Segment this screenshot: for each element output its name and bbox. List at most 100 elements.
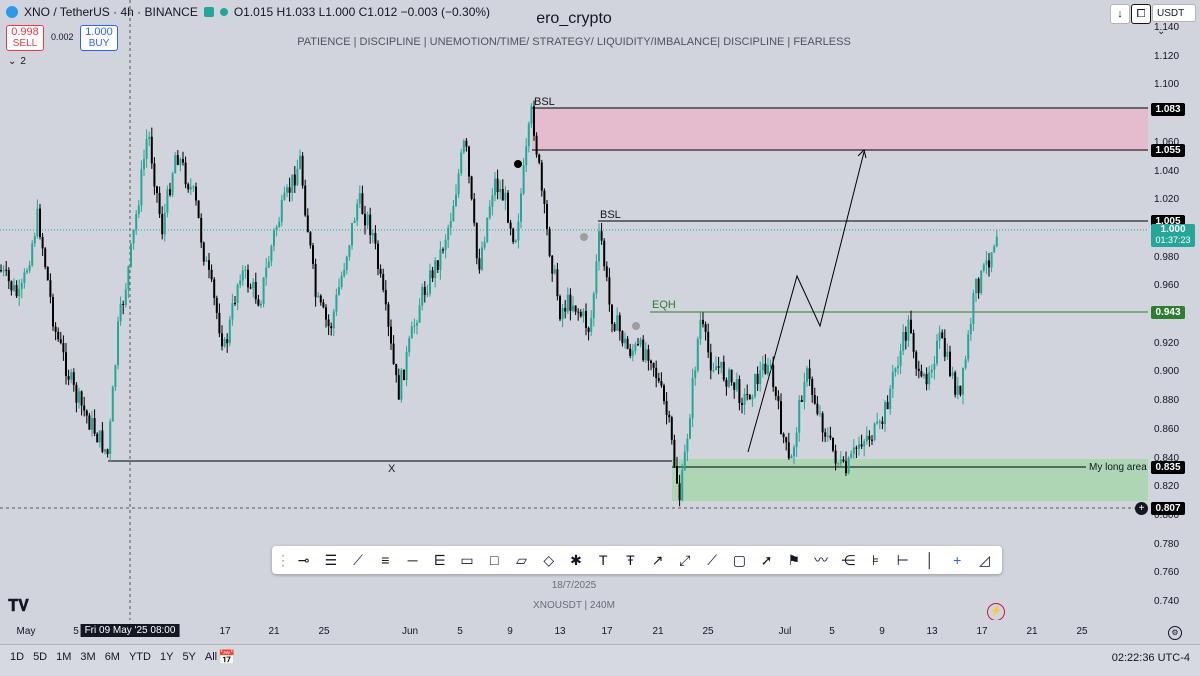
- candle-body: [36, 208, 39, 237]
- camera-icon[interactable]: ⧠: [1131, 4, 1151, 24]
- candle-body: [286, 187, 288, 193]
- x-label: X: [388, 463, 396, 475]
- candle-body: [366, 214, 369, 226]
- candlestick-chart[interactable]: [0, 0, 1148, 620]
- brush-icon[interactable]: ▱: [516, 552, 527, 568]
- range-button-ytd[interactable]: YTD: [128, 651, 151, 663]
- trend-line-icon[interactable]: ⟋: [353, 552, 363, 568]
- horizontal-ray-icon[interactable]: ⊸: [297, 552, 310, 568]
- symbol-title[interactable]: XNO / TetherUS · 4h · BINANCE: [24, 5, 198, 19]
- range-button-3m[interactable]: 3M: [80, 651, 96, 663]
- candle-body: [806, 368, 808, 382]
- price-note-icon[interactable]: ⊧: [871, 552, 880, 568]
- candle-body: [91, 417, 93, 430]
- candle-body: [418, 305, 421, 323]
- price-tick: 0.780: [1154, 538, 1180, 550]
- chart-pane[interactable]: BSL BSL EQH X My long area XNO / TetherU…: [0, 0, 1148, 620]
- indicators-toggle[interactable]: ⌄ 2: [8, 56, 26, 67]
- price-tick: 0.800: [1154, 509, 1180, 521]
- fib-channel-icon[interactable]: ⋿: [433, 552, 446, 568]
- candle-body: [995, 236, 998, 247]
- measure-icon[interactable]: ◿: [979, 552, 990, 568]
- candle-body: [13, 285, 15, 291]
- candle-body: [163, 212, 166, 235]
- candle-body: [210, 269, 213, 280]
- price-tick: 0.920: [1154, 337, 1180, 349]
- arrow-marker-icon[interactable]: ↗: [651, 552, 664, 568]
- candle-body: [904, 332, 907, 341]
- candle-body: [936, 340, 938, 364]
- candle-body: [343, 269, 346, 276]
- candle-body: [231, 303, 234, 320]
- candle-body: [158, 192, 161, 215]
- parallel-channel-icon[interactable]: ☰: [324, 552, 338, 568]
- candle-body: [7, 270, 10, 282]
- candle-body: [761, 363, 764, 371]
- settings-gear-icon[interactable]: ⚙: [1168, 626, 1182, 640]
- candle-body: [93, 417, 96, 434]
- candle-body: [431, 270, 434, 279]
- callout-icon[interactable]: ▭: [460, 552, 474, 568]
- bsl-label-top: BSL: [534, 96, 555, 108]
- candle-body: [546, 203, 548, 229]
- vertical-line-icon[interactable]: │: [925, 552, 935, 568]
- date-range-icon[interactable]: ⊢: [896, 552, 909, 568]
- flag-icon[interactable]: ⚑: [787, 552, 801, 568]
- time-axis[interactable]: May 5 Fri 09 May '25 08:00 17 21 25 Jun 5 9 13 17 2…: [0, 620, 1148, 644]
- sell-button[interactable]: 0.998 SELL: [6, 25, 44, 51]
- candle-body: [460, 152, 463, 174]
- path-icon[interactable]: 〰: [814, 552, 829, 568]
- currency-select[interactable]: USDT ⌄: [1152, 4, 1196, 37]
- range-button-1d[interactable]: 1D: [10, 651, 25, 663]
- range-button-1m[interactable]: 1M: [56, 651, 72, 663]
- comment-icon[interactable]: ▢: [732, 552, 746, 568]
- candle-body: [208, 260, 210, 270]
- pitchfork-icon[interactable]: ⋲: [841, 552, 856, 568]
- time-tick: 25: [1076, 626, 1088, 637]
- extended-line-icon[interactable]: ⤢: [679, 552, 691, 568]
- candle-body: [574, 305, 577, 312]
- candle-body: [41, 236, 44, 249]
- long-position-icon[interactable]: ✱: [570, 552, 582, 568]
- candle-body: [28, 265, 31, 271]
- candle-body: [847, 457, 850, 474]
- fib-retracement-icon[interactable]: ≡: [381, 552, 390, 568]
- candle-body: [980, 270, 983, 294]
- candle-body: [990, 252, 993, 268]
- text-icon[interactable]: T: [598, 552, 608, 568]
- candle-body: [907, 319, 910, 341]
- chevron-down-icon: ⌄: [1157, 26, 1166, 37]
- alert-icon[interactable]: [514, 160, 522, 168]
- range-button-all[interactable]: All: [204, 651, 218, 663]
- tradingview-logo-icon[interactable]: 𝐓𝐕: [8, 598, 29, 615]
- candle-body: [205, 260, 208, 262]
- range-button-5y[interactable]: 5Y: [182, 651, 196, 663]
- drag-handle-icon[interactable]: ⋮: [276, 552, 290, 568]
- rectangle-icon[interactable]: □: [490, 552, 499, 568]
- arrow-icon[interactable]: ➚: [760, 552, 773, 568]
- candle-body: [80, 391, 83, 406]
- horizontal-line-icon[interactable]: ─: [407, 552, 418, 568]
- price-tick: 1.100: [1154, 79, 1180, 91]
- range-button-5d[interactable]: 5D: [33, 651, 48, 663]
- ray-icon[interactable]: ⟋: [707, 552, 718, 568]
- candle-body: [20, 283, 23, 289]
- candle-body: [644, 349, 647, 361]
- add-alert-icon[interactable]: +: [1135, 502, 1148, 515]
- lightning-icon[interactable]: ⚡: [987, 603, 1005, 620]
- date-range-calendar-icon[interactable]: 📅: [218, 649, 236, 665]
- time-tick: 25: [702, 626, 714, 637]
- buy-button[interactable]: 1.000 BUY: [80, 25, 118, 51]
- candle-body: [488, 206, 491, 218]
- candle-body: [972, 293, 975, 324]
- price-tick: 0.960: [1154, 280, 1180, 292]
- range-button-1y[interactable]: 1Y: [159, 651, 174, 663]
- anchored-text-icon[interactable]: Ŧ: [626, 552, 635, 568]
- pattern-icon[interactable]: ◇: [543, 552, 555, 568]
- candle-body: [668, 414, 671, 418]
- candle-body: [371, 233, 374, 236]
- candle-body: [228, 319, 231, 344]
- download-icon[interactable]: ↓: [1110, 4, 1130, 24]
- range-button-6m[interactable]: 6M: [104, 651, 120, 663]
- crosshair-icon[interactable]: +: [953, 552, 962, 568]
